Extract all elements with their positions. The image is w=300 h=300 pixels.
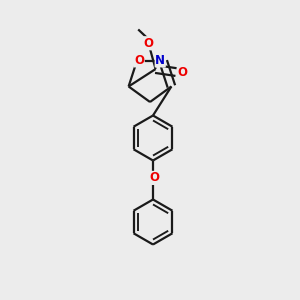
Text: O: O [134,54,144,67]
Text: O: O [178,66,188,79]
Text: N: N [155,54,165,67]
Text: O: O [144,37,154,50]
Text: O: O [149,171,159,184]
